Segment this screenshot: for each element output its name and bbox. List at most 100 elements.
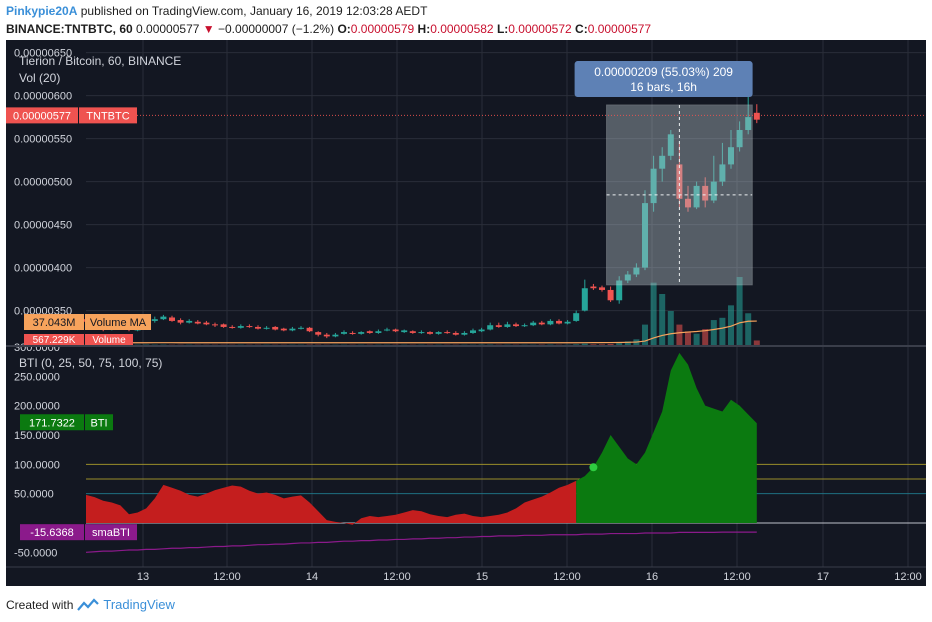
candle-body [753,112,760,120]
candle-body [160,316,167,320]
candle-body [246,326,253,328]
candle-body [504,324,511,327]
sma-bti-name: smaBTI [92,527,130,539]
measure-label-line2: 16 bars, 16h [630,80,697,94]
volume-bar [650,282,657,345]
high-value: 0.00000582 [430,22,494,36]
candle-body [151,319,158,321]
candle-body [177,320,184,323]
candle-body [650,168,657,204]
x-tick-label: 12:00 [723,571,751,583]
current-price-symbol-box [79,107,137,124]
current-price-tag [6,107,78,124]
volume-bar [753,340,760,345]
candle-body [607,289,614,301]
x-tick-label: 12:00 [553,571,581,583]
x-tick-label: 16 [646,571,658,583]
candle-body [289,328,296,331]
chart-canvas[interactable]: 0.00000209 (55.03%) 209 16 bars, 16h 300.… [6,40,926,586]
candle-body [667,134,674,156]
sma-bti-value: -15.6368 [30,527,73,539]
candle-body [538,322,545,325]
price-change: −0.00000007 (−1.2%) [218,22,335,36]
x-tick-label: 15 [476,571,488,583]
candle-body [272,326,279,330]
candle-body [409,331,416,333]
candle-body [556,320,562,324]
volume-value: 567.229K [33,335,76,346]
bti-title: BTI (0, 25, 50, 75, 100, 75) [19,356,162,370]
candle-body [573,313,580,321]
volume-tag [24,334,84,345]
price-tick-label: 0.00000450 [14,220,72,232]
candle-body [194,321,201,324]
candle-body [280,328,287,331]
measure-label-box [574,61,753,98]
candle-body [590,286,597,289]
volume-bar [676,324,683,345]
x-tick-label: 14 [306,571,318,583]
volume-bar [624,341,631,345]
volume-name-box [85,334,133,345]
bti-name: BTI [90,417,107,429]
candle-body [547,320,554,325]
volume-ma-name: Volume MA [90,317,147,329]
candle-body [384,329,390,331]
current-price-value: 0.00000577 [13,110,71,122]
bti-tick-label: 200.0000 [14,401,60,413]
chart-title: Tierion / Bitcoin, 60, BINANCE [19,54,181,68]
volume-bars [83,277,760,345]
price-tick-label: 0.00000400 [14,263,72,275]
candle-body [427,332,433,334]
footer: Created with TradingView [6,597,175,612]
candle-body [186,320,193,323]
volume-bar [736,277,743,345]
tradingview-brand[interactable]: TradingView [103,597,175,612]
volume-ma-name-box [85,314,151,330]
candle-body [315,332,322,335]
volume-ma-line [85,320,757,344]
candle-body [470,330,476,333]
author-username[interactable]: Pinkypie20A [6,4,78,18]
candle-body [255,326,261,329]
candle-body [169,317,175,321]
price-tick-label: 0.00000650 [14,48,72,60]
tradingview-logo-icon [77,597,100,611]
bti-name-box [85,414,113,431]
bti-area-red [86,480,577,525]
volume-bar [659,294,666,345]
open-value: 0.00000579 [350,22,415,36]
candle-body [263,327,270,329]
bti-indicator: 300.0000250.0000200.0000150.0000100.0000… [14,342,926,559]
candle-body [418,332,425,334]
ohlc-line: BINANCE:TNTBTC, 60 0.00000577 ▼ −0.00000… [6,22,651,36]
low-label: L: [496,22,509,36]
candle-body [599,287,605,290]
volume-legend: Vol (20) [19,71,60,85]
candle-body [581,288,588,311]
x-tick-label: 17 [817,571,829,583]
candle-body [375,331,382,333]
volume-bar [581,343,588,345]
bti-value-tag [20,414,84,431]
created-with-text: Created with [6,597,74,612]
candle-body [358,332,365,334]
volume-bar [573,344,580,345]
volume-bar [728,305,734,345]
volume-bar [702,329,709,345]
volume-bar [693,333,700,345]
candle-body [710,181,717,201]
volume-bar [667,311,674,345]
publish-line: Pinkypie20A published on TradingView.com… [6,4,427,18]
sma-bti-value-tag [20,524,84,541]
last-price: 0.00000577 [136,22,200,36]
candle-body [624,274,631,281]
close-value: 0.00000577 [587,22,652,36]
bti-value: 171.7322 [29,417,75,429]
volume-bar [607,343,614,345]
candle-body [444,332,451,334]
price-tick-label: 0.00000500 [14,177,72,189]
candle-body [702,185,709,201]
